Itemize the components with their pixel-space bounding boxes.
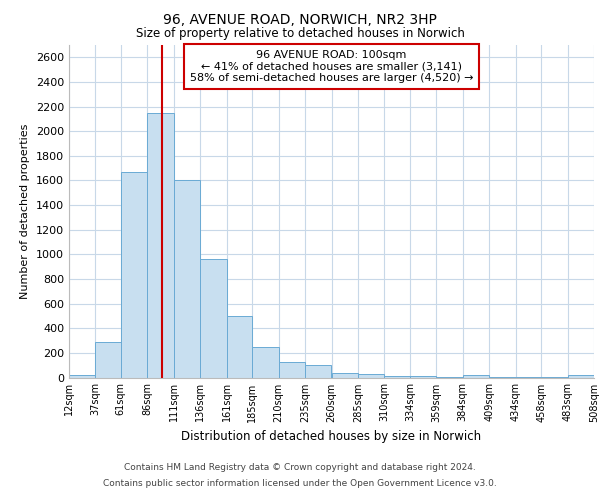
- Bar: [410, 376, 436, 378]
- Bar: [515, 377, 541, 378]
- Text: Contains HM Land Registry data © Crown copyright and database right 2024.: Contains HM Land Registry data © Crown c…: [124, 464, 476, 472]
- Bar: [385, 376, 410, 378]
- Bar: [227, 316, 252, 378]
- Text: Contains public sector information licensed under the Open Government Licence v3: Contains public sector information licen…: [103, 478, 497, 488]
- Bar: [305, 365, 331, 378]
- Bar: [69, 375, 95, 378]
- Bar: [252, 346, 278, 378]
- Bar: [174, 180, 200, 378]
- Bar: [148, 112, 174, 378]
- Bar: [95, 342, 121, 378]
- Bar: [436, 377, 463, 378]
- Y-axis label: Number of detached properties: Number of detached properties: [20, 124, 31, 299]
- Bar: [358, 374, 385, 378]
- Text: 96, AVENUE ROAD, NORWICH, NR2 3HP: 96, AVENUE ROAD, NORWICH, NR2 3HP: [163, 12, 437, 26]
- Bar: [121, 172, 148, 378]
- Bar: [463, 375, 489, 378]
- Bar: [278, 362, 305, 378]
- Bar: [568, 375, 594, 378]
- Text: 96 AVENUE ROAD: 100sqm
← 41% of detached houses are smaller (3,141)
58% of semi-: 96 AVENUE ROAD: 100sqm ← 41% of detached…: [190, 50, 473, 83]
- Text: Size of property relative to detached houses in Norwich: Size of property relative to detached ho…: [136, 28, 464, 40]
- Bar: [200, 260, 227, 378]
- Bar: [331, 372, 358, 378]
- X-axis label: Distribution of detached houses by size in Norwich: Distribution of detached houses by size …: [181, 430, 482, 443]
- Bar: [541, 377, 568, 378]
- Bar: [489, 377, 515, 378]
